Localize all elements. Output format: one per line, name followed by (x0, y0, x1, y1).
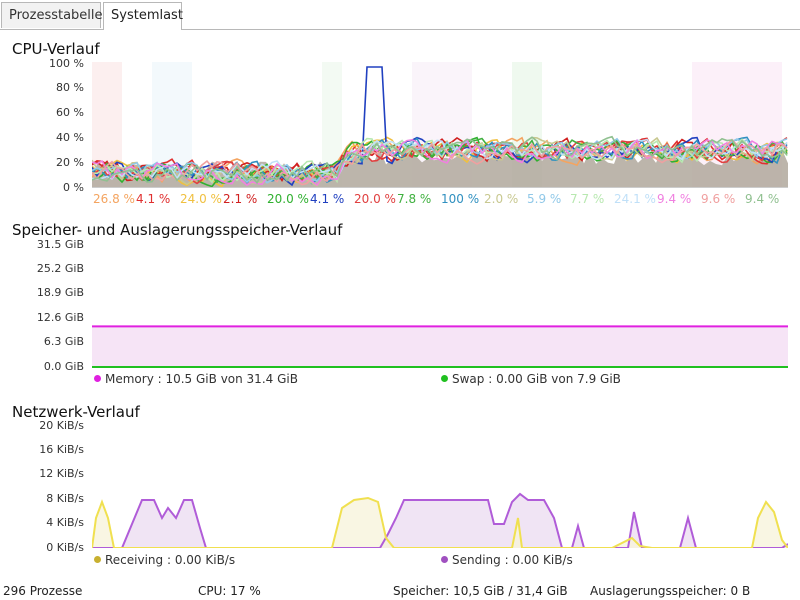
network-y-tick: 20 KiB/s (39, 419, 84, 432)
cpu-y-tick: 40 % (56, 131, 84, 144)
tab-systemlast[interactable]: Systemlast (103, 2, 183, 30)
memory-y-tick: 25.2 GiB (36, 262, 84, 275)
status-swap: Auslagerungsspeicher: 0 B (590, 584, 751, 598)
network-y-tick: 8 KiB/s (46, 492, 84, 505)
sending-line (92, 492, 788, 548)
cpu-core-percent: 24.1 % (614, 192, 656, 206)
memory-y-tick: 18.9 GiB (36, 286, 84, 299)
cpu-y-tick: 60 % (56, 106, 84, 119)
memory-legend-text: Memory : 10.5 GiB von 31.4 GiB (105, 372, 298, 386)
cpu-core-percent: 26.8 % (93, 192, 135, 206)
cpu-core-percent: 7.7 % (570, 192, 605, 206)
memory-legend: Memory : 10.5 GiB von 31.4 GiB (94, 372, 298, 386)
cpu-core-percent: 9.4 % (657, 192, 692, 206)
network-history-chart (92, 424, 788, 548)
cpu-core-percent: 9.4 % (745, 192, 780, 206)
sending-area (92, 494, 788, 548)
memory-y-tick: 6.3 GiB (43, 335, 84, 348)
sending-legend-dot (441, 556, 448, 563)
cpu-core-percent: 2.1 % (223, 192, 258, 206)
swap-legend-text: Swap : 0.00 GiB von 7.9 GiB (452, 372, 621, 386)
cpu-core-percent: 4.1 % (310, 192, 345, 206)
cpu-y-tick: 20 % (56, 156, 84, 169)
cpu-core-percent: 9.6 % (701, 192, 736, 206)
status-memory: Speicher: 10,5 GiB / 31,4 GiB (393, 584, 568, 598)
memory-y-tick: 12.6 GiB (36, 311, 84, 324)
cpu-y-tick: 80 % (56, 81, 84, 94)
memory-area (92, 326, 788, 368)
cpu-core-line (92, 138, 788, 186)
cpu-section-title: CPU-Verlauf (12, 40, 100, 58)
cpu-core-percent: 100 % (441, 192, 480, 206)
status-process-count: 296 Prozesse (3, 584, 83, 598)
cpu-y-tick: 100 % (49, 57, 84, 70)
tab-bar: Prozesstabelle Systemlast (0, 0, 800, 30)
cpu-core-percent: 7.8 % (397, 192, 432, 206)
network-y-tick: 12 KiB/s (39, 467, 84, 480)
network-y-tick: 4 KiB/s (46, 516, 84, 529)
cpu-y-tick: 0 % (63, 181, 84, 194)
receiving-legend-text: Receiving : 0.00 KiB/s (105, 553, 236, 567)
receiving-line (92, 496, 788, 548)
receiving-legend-dot (94, 556, 101, 563)
cpu-core-line (92, 135, 788, 185)
memory-section-title: Speicher- und Auslagerungsspeicher-Verla… (12, 221, 343, 239)
memory-y-tick: 31.5 GiB (36, 238, 84, 251)
swap-legend: Swap : 0.00 GiB von 7.9 GiB (441, 372, 621, 386)
cpu-core-percent: 5.9 % (527, 192, 562, 206)
tab-prozesstabelle[interactable]: Prozesstabelle (1, 2, 103, 28)
sending-legend-text: Sending : 0.00 KiB/s (452, 553, 573, 567)
memory-history-chart (92, 243, 788, 368)
cpu-history-band (322, 62, 342, 188)
memory-y-tick: 0.0 GiB (43, 360, 84, 373)
memory-legend-dot (94, 375, 101, 382)
cpu-core-percent: 20.0 % (267, 192, 309, 206)
swap-legend-dot (441, 375, 448, 382)
cpu-core-percent: 2.0 % (484, 192, 519, 206)
network-y-tick: 16 KiB/s (39, 443, 84, 456)
network-section-title: Netzwerk-Verlauf (12, 403, 140, 421)
cpu-core-percent: 4.1 % (136, 192, 171, 206)
cpu-core-percent: 24.0 % (180, 192, 222, 206)
network-y-tick: 0 KiB/s (46, 541, 84, 554)
cpu-history-chart (92, 62, 788, 188)
receiving-legend: Receiving : 0.00 KiB/s (94, 553, 235, 567)
cpu-core-percent: 20.0 % (354, 192, 396, 206)
sending-legend: Sending : 0.00 KiB/s (441, 553, 573, 567)
status-cpu: CPU: 17 % (198, 584, 261, 598)
